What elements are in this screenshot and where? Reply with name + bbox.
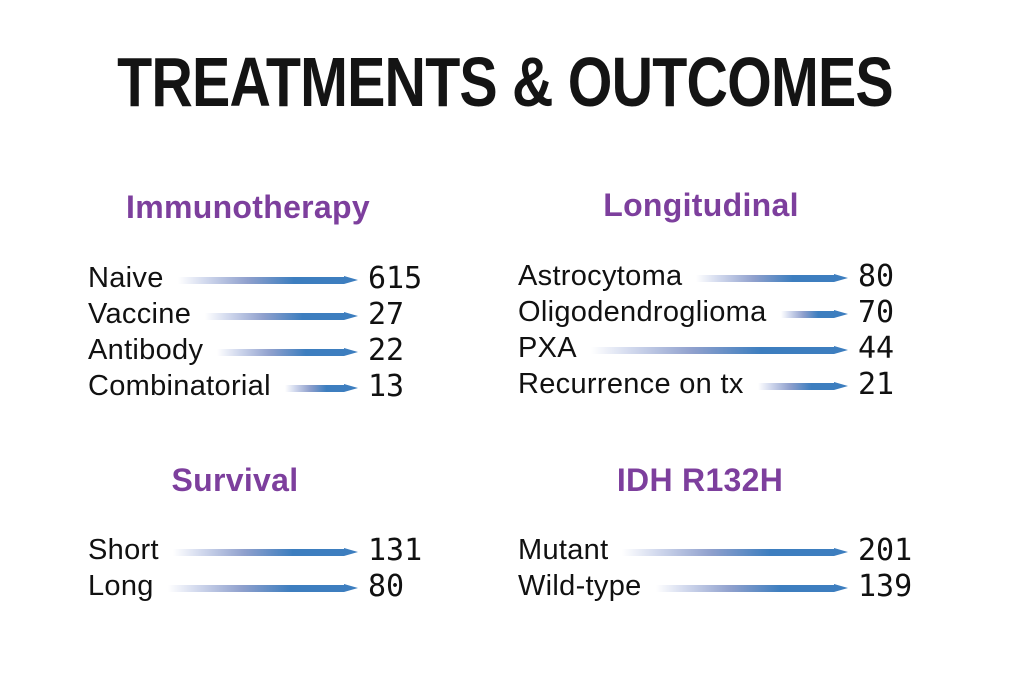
leader-arrow-icon <box>834 346 848 354</box>
stat-row: Short 131 <box>88 532 438 568</box>
stat-value: 27 <box>368 296 405 332</box>
stat-row: Naive 615 <box>88 260 438 296</box>
stat-row: Combinatorial 13 <box>88 368 438 404</box>
stat-label: Astrocytoma <box>518 259 683 292</box>
stat-value: 22 <box>368 332 405 368</box>
leader-line <box>622 548 848 556</box>
stat-row: Long 80 <box>88 568 438 604</box>
leader-arrow-icon <box>344 312 358 320</box>
stat-value: 44 <box>858 330 895 366</box>
leader-line <box>655 584 848 592</box>
leader-arrow-icon <box>834 274 848 282</box>
stat-value: 13 <box>368 368 405 404</box>
stat-value: 80 <box>858 258 895 294</box>
leader-line-gradient <box>217 348 344 356</box>
section-idh-r132h: IDH R132H Mutant 201 Wild-type 139 <box>518 461 928 604</box>
leader-line-gradient <box>167 584 344 592</box>
leader-arrow-icon <box>344 384 358 392</box>
stat-label: Wild-type <box>518 569 642 602</box>
stat-label: Vaccine <box>88 297 192 330</box>
leader-line <box>780 310 848 318</box>
stat-value: 131 <box>368 532 423 568</box>
leader-line-gradient <box>205 312 344 320</box>
leader-arrow-icon <box>344 584 358 592</box>
leader-line <box>284 384 358 392</box>
leader-line <box>205 312 358 320</box>
stat-label: Short <box>88 533 159 566</box>
stat-row: Wild-type 139 <box>518 568 928 604</box>
title-area: TREATMENTS & OUTCOMES <box>0 42 1010 122</box>
rows: Astrocytoma 80 Oligodendroglioma 70 PXA 44 Rec… <box>518 258 928 402</box>
leader-arrow-icon <box>834 584 848 592</box>
page-title: TREATMENTS & OUTCOMES <box>117 43 894 121</box>
stat-row: Oligodendroglioma 70 <box>518 294 928 330</box>
leader-line-gradient <box>757 382 834 390</box>
leader-line-gradient <box>622 548 834 556</box>
leader-arrow-icon <box>834 310 848 318</box>
section-heading: Longitudinal <box>603 187 799 223</box>
rows: Short 131 Long 80 <box>88 532 438 604</box>
leader-line-gradient <box>696 274 834 282</box>
rows: Mutant 201 Wild-type 139 <box>518 532 928 604</box>
leader-line <box>172 548 358 556</box>
section-heading: Survival <box>171 462 299 498</box>
stat-row: Mutant 201 <box>518 532 928 568</box>
leader-line <box>590 346 848 354</box>
leader-line-gradient <box>172 548 344 556</box>
section-survival: Survival Short 131 Long 80 <box>88 461 438 604</box>
leader-line <box>217 348 358 356</box>
leader-line-gradient <box>284 384 344 392</box>
stat-value: 80 <box>368 568 405 604</box>
leader-line <box>757 382 848 390</box>
stat-value: 615 <box>368 260 423 296</box>
leader-line-gradient <box>590 346 834 354</box>
leader-line-gradient <box>780 310 834 318</box>
section-longitudinal: Longitudinal Astrocytoma 80 Oligodendrogli… <box>518 186 928 402</box>
stat-label: Antibody <box>88 333 204 366</box>
stat-label: Recurrence on tx <box>518 367 744 400</box>
leader-arrow-icon <box>834 382 848 390</box>
stat-value: 21 <box>858 366 895 402</box>
stat-value: 201 <box>858 532 913 568</box>
stat-label: Combinatorial <box>88 369 271 402</box>
section-heading: IDH R132H <box>616 462 784 498</box>
stat-label: Long <box>88 569 154 602</box>
stat-row: Antibody 22 <box>88 332 438 368</box>
leader-arrow-icon <box>834 548 848 556</box>
leader-line <box>696 274 848 282</box>
section-immunotherapy: Immunotherapy Naive 615 Vaccine 27 Antibody 2… <box>88 188 438 404</box>
stat-label: Mutant <box>518 533 609 566</box>
stat-row: Vaccine 27 <box>88 296 438 332</box>
stat-row: PXA 44 <box>518 330 928 366</box>
stat-label: Naive <box>88 261 164 294</box>
stat-value: 139 <box>858 568 913 604</box>
stat-value: 70 <box>858 294 895 330</box>
leader-arrow-icon <box>344 276 358 284</box>
section-heading: Immunotherapy <box>126 189 370 225</box>
rows: Naive 615 Vaccine 27 Antibody 22 Combinatorial… <box>88 260 438 404</box>
leader-line-gradient <box>177 276 344 284</box>
leader-line <box>177 276 358 284</box>
stat-label: PXA <box>518 331 577 364</box>
leader-line-gradient <box>655 584 834 592</box>
leader-line <box>167 584 358 592</box>
stat-label: Oligodendroglioma <box>518 295 767 328</box>
leader-arrow-icon <box>344 348 358 356</box>
stat-row: Recurrence on tx 21 <box>518 366 928 402</box>
stat-row: Astrocytoma 80 <box>518 258 928 294</box>
leader-arrow-icon <box>344 548 358 556</box>
